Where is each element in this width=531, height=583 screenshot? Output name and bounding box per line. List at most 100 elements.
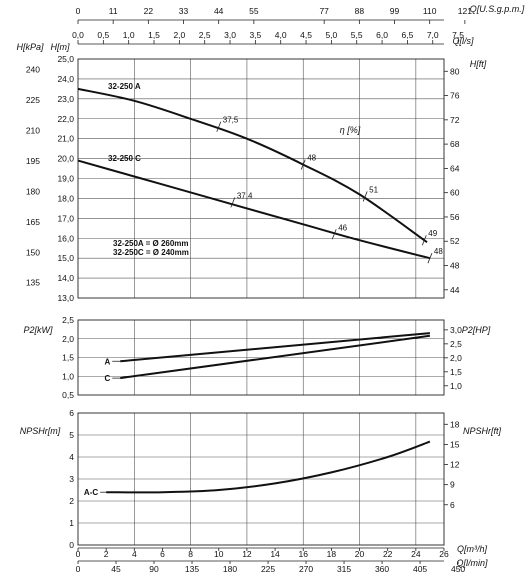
power-kw-tick-label: 2,0	[62, 334, 74, 344]
head-m-tick-label: 15,0	[57, 253, 74, 263]
head-ft-tick-label: 48	[450, 261, 460, 271]
power-hp-tick-label: 1,0	[450, 381, 462, 391]
npsh-m-tick-label: 3	[69, 474, 74, 484]
power-kw-tick-label: 1,5	[62, 353, 74, 363]
power-series-label: C	[104, 374, 110, 383]
curves-layer	[77, 87, 433, 494]
npsh-ft-tick-label: 6	[450, 500, 455, 510]
head-ft-tick-label: 80	[450, 66, 460, 76]
ls-tick-label: 4,0	[275, 30, 287, 40]
power-kw-tick-label: 1,0	[62, 371, 74, 381]
power-kw-tick-label: 2,5	[62, 315, 74, 325]
efficiency-tick	[362, 191, 368, 202]
efficiency-tick	[300, 159, 306, 170]
usgpm-tick-label: 77	[319, 6, 329, 16]
head-m-axis-title: H[m]	[51, 42, 70, 52]
head-m-tick-label: 14,0	[57, 273, 74, 283]
panel-frames	[77, 19, 466, 564]
npsh-ft-tick-label: 12	[450, 460, 460, 470]
npsh-m-axis-title: NPSHr[m]	[20, 426, 61, 436]
head-kpa-tick-label: 165	[26, 217, 40, 227]
ls-tick-label: 1,5	[148, 30, 160, 40]
m3h-tick-label: 26	[439, 549, 449, 559]
efficiency-label: 46	[338, 223, 347, 232]
head-m-tick-label: 17,0	[57, 213, 74, 223]
usgpm-tick-label: 22	[144, 6, 154, 16]
power-hp-tick-label: 3,0	[450, 325, 462, 335]
head-m-tick-label: 18,0	[57, 193, 74, 203]
efficiency-label: 37,4	[237, 191, 253, 200]
head-m-tick-label: 22,0	[57, 114, 74, 124]
ls-tick-label: 2,5	[199, 30, 211, 40]
lmin-tick-label: 135	[185, 564, 199, 574]
ls-tick-label: 3,0	[224, 30, 236, 40]
impeller-diameter-note: 32-250A = Ø 260mm	[113, 239, 189, 248]
ls-tick-label: 5,5	[351, 30, 363, 40]
m3h-tick-label: 6	[160, 549, 165, 559]
power-hp-axis-title: P2[HP]	[462, 325, 491, 335]
m3h-tick-label: 16	[298, 549, 308, 559]
lmin-tick-label: 315	[337, 564, 351, 574]
head-curve-c	[77, 159, 431, 260]
head-m-tick-label: 25,0	[57, 54, 74, 64]
ls-tick-label: 6,5	[401, 30, 413, 40]
lmin-tick-label: 90	[149, 564, 159, 574]
ls-tick-label: 7,5	[452, 30, 464, 40]
head-kpa-axis-title: H[kPa]	[16, 42, 44, 52]
m3h-tick-label: 0	[76, 549, 81, 559]
usgpm-tick-label: 44	[214, 6, 224, 16]
power-curve-a	[120, 332, 430, 363]
npsh-m-tick-label: 6	[69, 408, 74, 418]
power-hp-tick-label: 1,5	[450, 367, 462, 377]
head-ft-axis-title: H[ft]	[470, 59, 487, 69]
ls-tick-label: 7,0	[427, 30, 439, 40]
head-m-tick-label: 20,0	[57, 154, 74, 164]
usgpm-tick-label: 11	[109, 6, 118, 16]
power-kw-tick-label: 0,5	[62, 390, 74, 400]
efficiency-tick	[421, 235, 427, 246]
npsh-series-label: A-C	[84, 488, 98, 497]
ls-tick-label: 6,0	[376, 30, 388, 40]
head-kpa-tick-label: 210	[26, 125, 40, 135]
lmin-tick-label: 0	[76, 564, 81, 574]
usgpm-tick-label: 110	[423, 6, 437, 16]
head-ft-tick-label: 52	[450, 236, 460, 246]
ls-axis-title: Q[l/s]	[452, 36, 474, 46]
m3h-tick-label: 10	[214, 549, 224, 559]
m3h-tick-label: 14	[270, 549, 280, 559]
head-m-tick-label: 19,0	[57, 174, 74, 184]
efficiency-tick	[331, 229, 337, 240]
lmin-tick-label: 360	[375, 564, 389, 574]
lmin-axis-title: Q[l/min]	[456, 558, 488, 568]
usgpm-tick-label: 99	[390, 6, 400, 16]
head-ft-tick-label: 72	[450, 115, 460, 125]
efficiency-label: 48	[307, 154, 316, 163]
efficiency-tick	[427, 253, 433, 264]
npsh-m-tick-label: 0	[69, 540, 74, 550]
m3h-axis-title: Q[m³/h]	[457, 544, 488, 554]
efficiency-label: 49	[428, 229, 437, 238]
panel-frame	[77, 412, 445, 546]
power-series-label: A	[104, 357, 110, 366]
usgpm-tick-label: 0	[76, 6, 81, 16]
head-ft-tick-label: 76	[450, 91, 460, 101]
lmin-tick-label: 180	[223, 564, 237, 574]
ls-tick-label: 0,5	[97, 30, 109, 40]
usgpm-tick-label: 121	[458, 6, 472, 16]
ls-tick-label: 5,0	[325, 30, 337, 40]
head-ft-tick-label: 44	[450, 285, 460, 295]
npsh-m-tick-label: 4	[69, 452, 74, 462]
m3h-tick-label: 8	[188, 549, 193, 559]
head-ft-tick-label: 56	[450, 212, 460, 222]
usgpm-tick-label: 33	[179, 6, 189, 16]
ls-tick-label: 0,0	[72, 30, 84, 40]
ls-tick-label: 4,5	[300, 30, 312, 40]
head-ft-tick-label: 60	[450, 188, 460, 198]
lmin-tick-label: 405	[413, 564, 427, 574]
head-kpa-tick-label: 180	[26, 186, 40, 196]
head-curve-a	[77, 87, 428, 244]
ls-tick-label: 3,5	[249, 30, 261, 40]
head-kpa-tick-label: 225	[26, 95, 40, 105]
head-kpa-tick-label: 240	[26, 64, 40, 74]
npsh-m-tick-label: 5	[69, 430, 74, 440]
